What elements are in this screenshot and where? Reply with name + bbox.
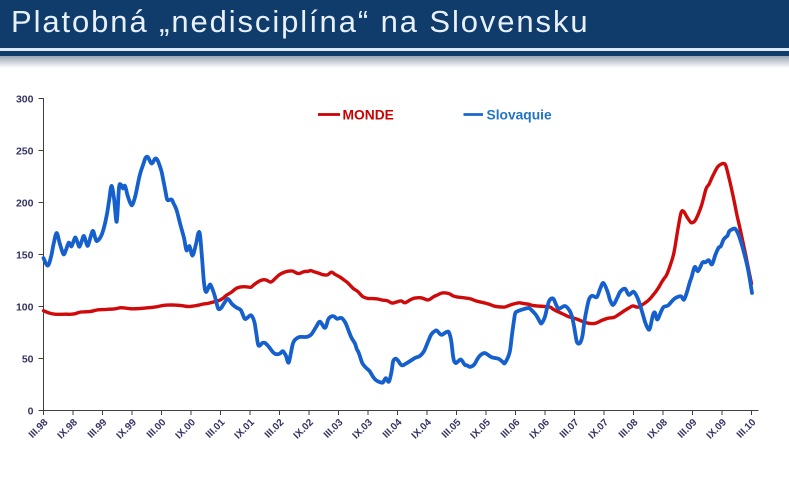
svg-text:50: 50 <box>22 354 34 366</box>
svg-text:IX.09: IX.09 <box>705 417 730 442</box>
svg-text:0: 0 <box>28 406 34 418</box>
svg-text:150: 150 <box>16 250 34 262</box>
svg-text:III.06: III.06 <box>499 417 523 441</box>
svg-text:IX.98: IX.98 <box>56 417 81 442</box>
svg-text:III.09: III.09 <box>676 417 700 441</box>
svg-text:MONDE: MONDE <box>343 108 394 123</box>
svg-text:III.05: III.05 <box>440 417 464 441</box>
svg-text:III.03: III.03 <box>322 417 346 441</box>
svg-text:250: 250 <box>16 146 34 158</box>
svg-text:300: 300 <box>16 94 34 106</box>
svg-text:IX.02: IX.02 <box>292 417 317 442</box>
svg-text:III.07: III.07 <box>558 417 582 441</box>
svg-text:IX.08: IX.08 <box>646 417 671 442</box>
svg-text:IX.07: IX.07 <box>587 417 612 442</box>
svg-text:III.98: III.98 <box>27 417 51 441</box>
svg-text:III.10: III.10 <box>735 417 759 441</box>
svg-text:IX.06: IX.06 <box>528 417 553 442</box>
svg-text:III.99: III.99 <box>86 417 110 441</box>
svg-text:III.08: III.08 <box>617 417 641 441</box>
svg-text:IX.05: IX.05 <box>469 417 494 442</box>
svg-text:IX.03: IX.03 <box>351 417 376 442</box>
svg-text:IX.00: IX.00 <box>174 417 199 442</box>
svg-text:III.01: III.01 <box>204 417 228 441</box>
svg-text:IX.99: IX.99 <box>115 417 140 442</box>
svg-text:III.00: III.00 <box>145 417 169 441</box>
svg-text:100: 100 <box>16 302 34 314</box>
svg-text:III.02: III.02 <box>263 417 287 441</box>
svg-text:IX.01: IX.01 <box>233 417 258 442</box>
svg-text:Slovaquie: Slovaquie <box>487 108 552 123</box>
svg-text:IX.04: IX.04 <box>410 417 435 442</box>
svg-text:III.04: III.04 <box>381 417 405 441</box>
svg-text:200: 200 <box>16 198 34 210</box>
